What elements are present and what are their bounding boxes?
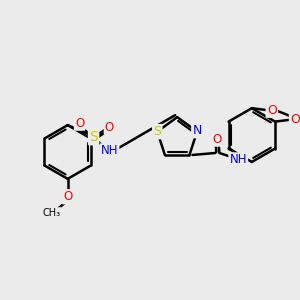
Text: S: S [153,125,161,138]
Text: O: O [75,117,84,130]
Text: O: O [213,133,222,146]
Text: N: N [192,124,202,137]
Text: S: S [89,130,98,144]
Text: O: O [267,104,277,117]
Text: NH: NH [101,145,118,158]
Text: O: O [105,121,114,134]
Text: NH: NH [230,153,247,167]
Text: O: O [290,113,300,126]
Text: CH₃: CH₃ [43,208,61,218]
Text: O: O [63,190,72,203]
